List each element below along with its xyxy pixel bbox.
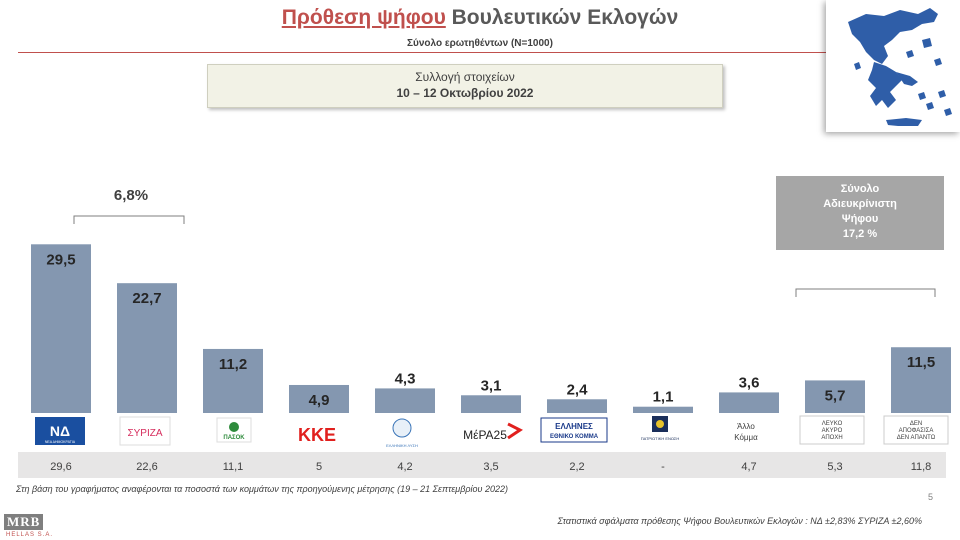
other-label-2: Κόμμα <box>734 433 758 442</box>
title-rest: Βουλευτικών Εκλογών <box>445 6 679 29</box>
other-party-label: Άλλο Κόμμα <box>734 422 758 442</box>
undecided-label-2: ΑΠΟΦΑΣΙΣΑ <box>899 428 934 434</box>
bar-value-label-6: 3,1 <box>481 377 502 394</box>
chart-footnote: Στη βάση του γραφήματος αναφέρονται τα π… <box>16 484 508 494</box>
bar-value-label-10: 5,7 <box>825 387 846 404</box>
previous-value-9: 4,7 <box>741 461 756 473</box>
undecided-bracket <box>795 288 936 297</box>
elliniki-lysi-logo-icon: ΕΛΛΗΝΙΚΗ ΛΥΣΗ <box>386 418 418 448</box>
undecided-total-box: Σύνολο Αδιευκρίνιστη Ψήφου 17,2 % <box>776 176 944 250</box>
bar-2 <box>117 283 177 413</box>
bar-value-label-8: 1,1 <box>653 389 674 406</box>
bar-6 <box>461 395 521 413</box>
nd-logo-text: ΝΕΑ ΔΗΜΟΚΡΑΤΙΑ <box>45 440 76 444</box>
bar-7 <box>547 399 607 413</box>
syriza-logo-icon: ΣΥΡΙΖΑ <box>119 416 171 446</box>
kke-logo-text: ΚΚΕ <box>298 425 336 445</box>
bar-value-label-4: 4,9 <box>309 392 330 409</box>
bar-value-label-11: 11,5 <box>907 354 935 371</box>
collection-label: Συλλογή στοιχείων <box>415 70 515 84</box>
page-number: 5 <box>928 492 934 502</box>
statistical-errors: Στατιστικά σφάλματα πρόθεσης Ψήφου Βουλε… <box>557 516 923 526</box>
nd-logo-icon: ΝΔ ΝΕΑ ΔΗΜΟΚΡΑΤΙΑ <box>35 417 85 445</box>
bar-value-label-1: 29,5 <box>46 251 75 268</box>
blank-label: ΛΕΥΚΟ ΑΚΥΡΟ ΑΠΟΧΗ <box>799 415 865 445</box>
previous-value-3: 11,1 <box>223 461 244 473</box>
svg-text:ΝΔ: ΝΔ <box>50 423 70 439</box>
pasok-logo-text: ΠΑΣΟΚ <box>223 435 245 441</box>
previous-value-6: 3,5 <box>483 461 498 473</box>
bar-9 <box>719 392 779 413</box>
page-title: Πρόθεση ψήφου Βουλευτικών Εκλογών <box>0 6 960 30</box>
previous-row-bg <box>18 452 946 478</box>
bar-value-label-5: 4,3 <box>395 370 416 387</box>
mrb-logo: MRB <box>4 514 44 530</box>
title-divider <box>18 52 830 53</box>
collection-dates: 10 – 12 Οκτωβρίου 2022 <box>396 86 534 100</box>
blank-label-3: ΑΠΟΧΗ <box>821 435 842 441</box>
bar-10 <box>805 380 865 413</box>
previous-value-5: 4,2 <box>397 461 412 473</box>
page-subtitle: Σύνολο ερωτηθέντων (N=1000) <box>407 38 553 49</box>
bar-8 <box>633 406 693 413</box>
bar-value-label-2: 22,7 <box>132 290 161 307</box>
ellines-logo-icon: ΕΛΛΗΝΕΣ ΕΘΝΙΚΟ ΚΟΜΜΑ <box>540 417 608 443</box>
undecided-line-3: Ψήφου <box>841 213 879 225</box>
patriotiki-logo-icon: ΠΑΤΡΙΩΤΙΚΗ ΕΝΩΣΗ <box>641 416 680 441</box>
bar-value-label-7: 2,4 <box>567 381 589 398</box>
undecided-line-1: Σύνολο <box>840 183 880 195</box>
previous-value-4: 5 <box>316 461 322 473</box>
undecided-label: ΔΕΝ ΑΠΟΦΑΣΙΣΑ ΔΕΝ ΑΠΑΝΤΩ <box>883 415 949 445</box>
undecided-value: 17,2 % <box>842 228 878 240</box>
previous-value-10: 5,3 <box>827 461 842 473</box>
elliniki-lysi-logo-text: ΕΛΛΗΝΙΚΗ ΛΥΣΗ <box>386 443 418 448</box>
bar-11 <box>891 347 951 413</box>
undecided-line-2: Αδιευκρίνιστη <box>823 198 897 210</box>
data-collection-box: Συλλογή στοιχείων 10 – 12 Οκτωβρίου 2022 <box>207 64 723 108</box>
title-highlight: Πρόθεση ψήφου <box>281 6 446 29</box>
mrb-logo-sub: HELLAS S.A. <box>6 532 54 538</box>
mera25-logo-icon: ΜέΡΑ25 <box>463 422 523 442</box>
bar-value-label-9: 3,6 <box>739 374 760 391</box>
ellines-logo-text-2: ΕΘΝΙΚΟ ΚΟΜΜΑ <box>550 434 599 440</box>
previous-value-2: 22,6 <box>136 461 157 473</box>
greece-map-icon <box>826 0 960 132</box>
patriotiki-logo-text: ΠΑΤΡΙΩΤΙΚΗ ΕΝΩΣΗ <box>641 436 680 441</box>
bar-1 <box>31 244 91 413</box>
pasok-logo-icon: ΠΑΣΟΚ <box>216 417 252 443</box>
bar-value-label-3: 11,2 <box>219 356 247 373</box>
undecided-label-3: ΔΕΝ ΑΠΑΝΤΩ <box>897 435 936 441</box>
previous-value-7: 2,2 <box>569 461 584 473</box>
bar-5 <box>375 388 435 413</box>
bar-3 <box>203 348 263 413</box>
syriza-logo-text: ΣΥΡΙΖΑ <box>127 428 162 439</box>
kke-logo-icon: ΚΚΕ <box>294 418 340 445</box>
ellines-logo-text-1: ΕΛΛΗΝΕΣ <box>555 422 593 431</box>
mera25-logo-text: ΜέΡΑ25 <box>463 428 507 442</box>
gap-label: 6,8% <box>114 187 148 204</box>
gap-bracket <box>73 215 185 224</box>
undecided-label-1: ΔΕΝ <box>910 421 922 427</box>
previous-value-8: - <box>661 461 665 473</box>
previous-value-11: 11,8 <box>911 461 932 473</box>
bar-4 <box>289 384 349 413</box>
blank-label-2: ΑΚΥΡΟ <box>822 428 843 434</box>
previous-value-1: 29,6 <box>50 461 71 473</box>
blank-label-1: ΛΕΥΚΟ <box>822 421 843 427</box>
other-label-1: Άλλο <box>737 422 755 431</box>
